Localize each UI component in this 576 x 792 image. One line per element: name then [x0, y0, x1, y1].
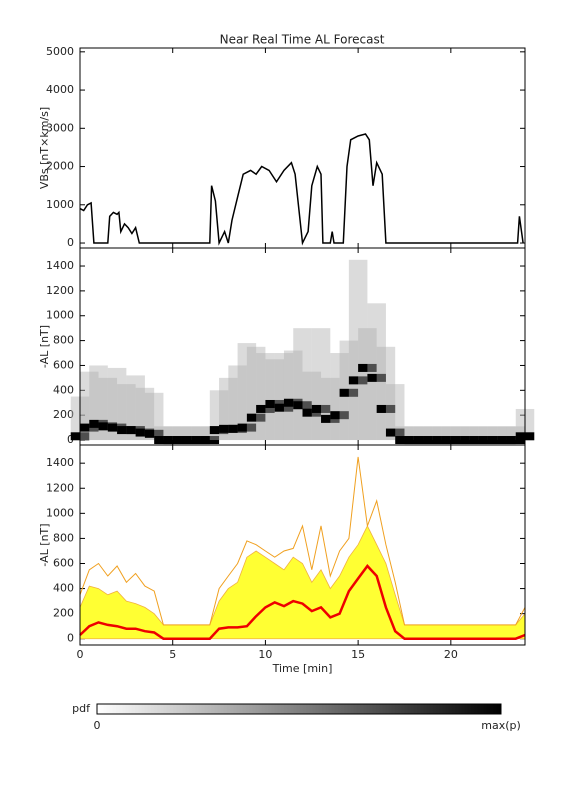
colorbar-min: 0 — [94, 719, 101, 732]
y-tick-label: 200 — [53, 408, 74, 421]
max-line — [79, 456, 526, 626]
colorbar-label: pdf — [72, 702, 91, 715]
density-median — [469, 436, 488, 445]
density-median — [274, 403, 294, 412]
density-spread — [117, 384, 136, 441]
y-tick-label: 1000 — [46, 309, 74, 322]
density-spread — [256, 353, 275, 441]
density-median — [358, 363, 377, 372]
y-axis-label: VBs [nT×km/s] — [38, 107, 51, 189]
band-area — [79, 524, 526, 640]
density-spread — [385, 384, 405, 441]
density-spread — [358, 328, 377, 441]
y-tick-label: 0 — [67, 632, 74, 645]
chart-title: Near Real Time AL Forecast — [220, 33, 385, 47]
density-median — [107, 423, 127, 432]
y-tick-label: 1000 — [46, 506, 74, 519]
y-tick-label: 600 — [53, 358, 74, 371]
density-spread — [348, 259, 368, 441]
density-spread — [321, 377, 340, 441]
density-median — [237, 423, 257, 432]
density-median — [228, 424, 247, 433]
y-axis-label: -AL [nT] — [38, 325, 51, 368]
x-axis-label: Time [min] — [272, 662, 333, 675]
density-median — [200, 436, 220, 445]
density-spread — [228, 365, 247, 441]
y-tick-label: 0 — [67, 236, 74, 249]
density-spread — [274, 353, 294, 441]
x-tick-label: 5 — [169, 648, 176, 661]
y-tick-label: 400 — [53, 383, 74, 396]
y-tick-label: 800 — [53, 334, 74, 347]
density-median — [293, 401, 312, 410]
density-median — [348, 376, 368, 385]
y-tick-label: 600 — [53, 556, 74, 569]
y-tick-label: 1200 — [46, 481, 74, 494]
y-tick-label: 1200 — [46, 284, 74, 297]
density-median — [80, 423, 99, 432]
y-tick-label: 800 — [53, 531, 74, 544]
density-median — [376, 404, 396, 413]
density-spread — [265, 359, 284, 441]
density-median — [367, 373, 386, 382]
colorbar-max: max(p) — [481, 719, 521, 732]
x-tick-label: 10 — [258, 648, 272, 661]
density-median — [413, 436, 433, 445]
y-tick-label: 400 — [53, 582, 74, 595]
data-line — [79, 133, 524, 246]
y-tick-label: 3000 — [46, 121, 74, 134]
density-median — [144, 429, 164, 438]
density-spread — [135, 387, 155, 441]
y-tick-label: 4000 — [46, 83, 74, 96]
density-median — [330, 411, 349, 420]
y-tick-label: 1000 — [46, 198, 74, 211]
density-median — [256, 404, 275, 413]
density-median — [302, 408, 322, 417]
density-median — [246, 413, 266, 422]
plot-frame — [79, 444, 526, 646]
density-median — [339, 388, 359, 397]
x-tick-label: 20 — [444, 648, 458, 661]
density-median — [172, 436, 192, 445]
x-tick-label: 15 — [351, 648, 365, 661]
plot-frame — [79, 47, 526, 249]
x-tick-label: 0 — [77, 648, 84, 661]
density-spread — [376, 346, 396, 441]
y-axis-label: -AL [nT] — [38, 523, 51, 566]
density-spread — [126, 375, 145, 441]
density-spread — [302, 371, 322, 441]
y-tick-label: 1400 — [46, 259, 74, 272]
density-spread — [283, 350, 303, 441]
density-median — [441, 436, 461, 445]
density-spread — [144, 392, 164, 441]
y-tick-label: 2000 — [46, 160, 74, 173]
y-tick-label: 200 — [53, 607, 74, 620]
colorbar — [96, 703, 502, 715]
density-spread — [107, 367, 127, 441]
density-median — [311, 404, 331, 413]
y-tick-label: 5000 — [46, 45, 74, 58]
median-line — [79, 564, 526, 640]
density-spread — [219, 377, 238, 441]
y-tick-label: 1400 — [46, 456, 74, 469]
y-tick-label: 0 — [67, 433, 74, 446]
density-median — [385, 428, 405, 437]
